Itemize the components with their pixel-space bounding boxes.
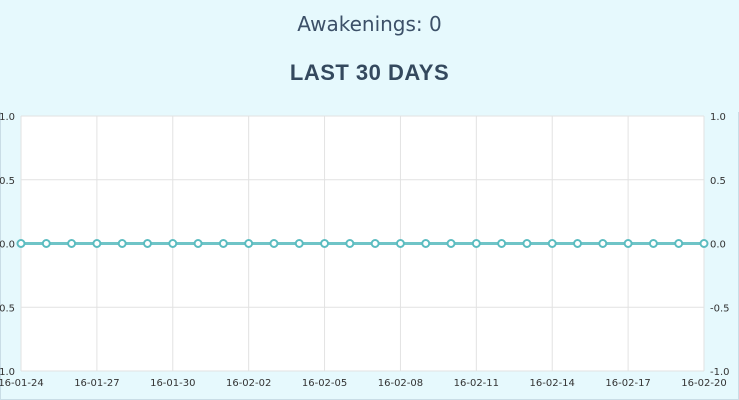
data-point <box>421 239 431 248</box>
data-point <box>117 239 127 248</box>
y-tick-label-left: 1.0 <box>0 112 15 123</box>
data-point <box>244 239 254 248</box>
y-tick-label-left: 0.5 <box>0 303 15 314</box>
y-tick-label-left: 0.5 <box>0 176 15 187</box>
data-point <box>598 239 608 248</box>
x-tick-label: 16-02-17 <box>605 378 650 389</box>
y-tick-label-right: -0.5 <box>710 303 730 314</box>
data-point <box>547 239 557 248</box>
x-tick-label: 16-02-11 <box>454 378 499 389</box>
y-tick-label-right: 1.0 <box>710 112 726 123</box>
data-point <box>497 239 507 248</box>
data-point <box>16 239 26 248</box>
data-point <box>370 239 380 248</box>
awakenings-chart: 1.0 0.5 0.0 0.5 1.0 1.0 0.5 0.0 -0.5 -1.0 16-01-24… <box>0 112 739 400</box>
chart-svg: 1.0 0.5 0.0 0.5 1.0 1.0 0.5 0.0 -0.5 -1.0 16-01-24… <box>0 112 730 389</box>
data-point <box>699 239 709 248</box>
y-tick-label-right: 0.0 <box>710 240 726 251</box>
data-point <box>320 239 330 248</box>
awakenings-count: Awakenings: 0 <box>297 12 442 36</box>
data-point <box>92 239 102 248</box>
data-point <box>674 239 684 248</box>
x-tick-label: 16-02-02 <box>226 378 271 389</box>
x-tick-label: 16-01-24 <box>0 378 44 389</box>
data-point <box>41 239 51 248</box>
data-point <box>142 239 152 248</box>
data-point <box>193 239 203 248</box>
data-point <box>471 239 481 248</box>
data-point <box>218 239 228 248</box>
data-point <box>573 239 583 248</box>
x-tick-label: 16-02-05 <box>302 378 347 389</box>
chart-header: Awakenings: 0 LAST 30 DAYS <box>0 0 739 112</box>
period-title: LAST 30 DAYS <box>289 60 450 85</box>
y-tick-label-left: 0.0 <box>0 240 15 251</box>
x-tick-label: 16-01-27 <box>74 378 119 389</box>
y-tick-label-left: 1.0 <box>0 367 15 378</box>
data-point <box>67 239 77 248</box>
data-point <box>623 239 633 248</box>
y-tick-label-right: 0.5 <box>710 176 726 187</box>
data-point <box>446 239 456 248</box>
x-tick-label: 16-02-14 <box>530 378 575 389</box>
x-tick-label: 16-02-20 <box>681 378 726 389</box>
data-point <box>648 239 658 248</box>
data-point <box>395 239 405 248</box>
data-point <box>522 239 532 248</box>
x-tick-label: 16-02-08 <box>378 378 423 389</box>
data-point <box>168 239 178 248</box>
y-tick-label-right: -1.0 <box>710 367 730 378</box>
data-point <box>294 239 304 248</box>
data-point <box>269 239 279 248</box>
data-point <box>345 239 355 248</box>
x-tick-label: 16-01-30 <box>150 378 195 389</box>
